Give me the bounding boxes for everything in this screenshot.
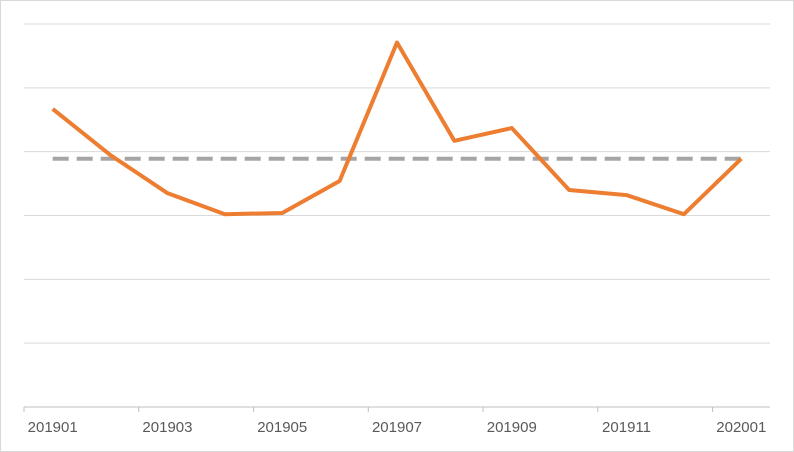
x-tick-label: 201903 [142, 419, 192, 436]
x-tick-label: 201901 [28, 419, 78, 436]
data-line [51, 40, 743, 217]
x-tick-label: 201907 [372, 419, 422, 436]
x-tick-label: 202001 [716, 419, 766, 436]
x-tick-label: 201905 [257, 419, 307, 436]
x-tick-label: 201909 [487, 419, 537, 436]
x-tick-label: 201911 [602, 419, 651, 436]
